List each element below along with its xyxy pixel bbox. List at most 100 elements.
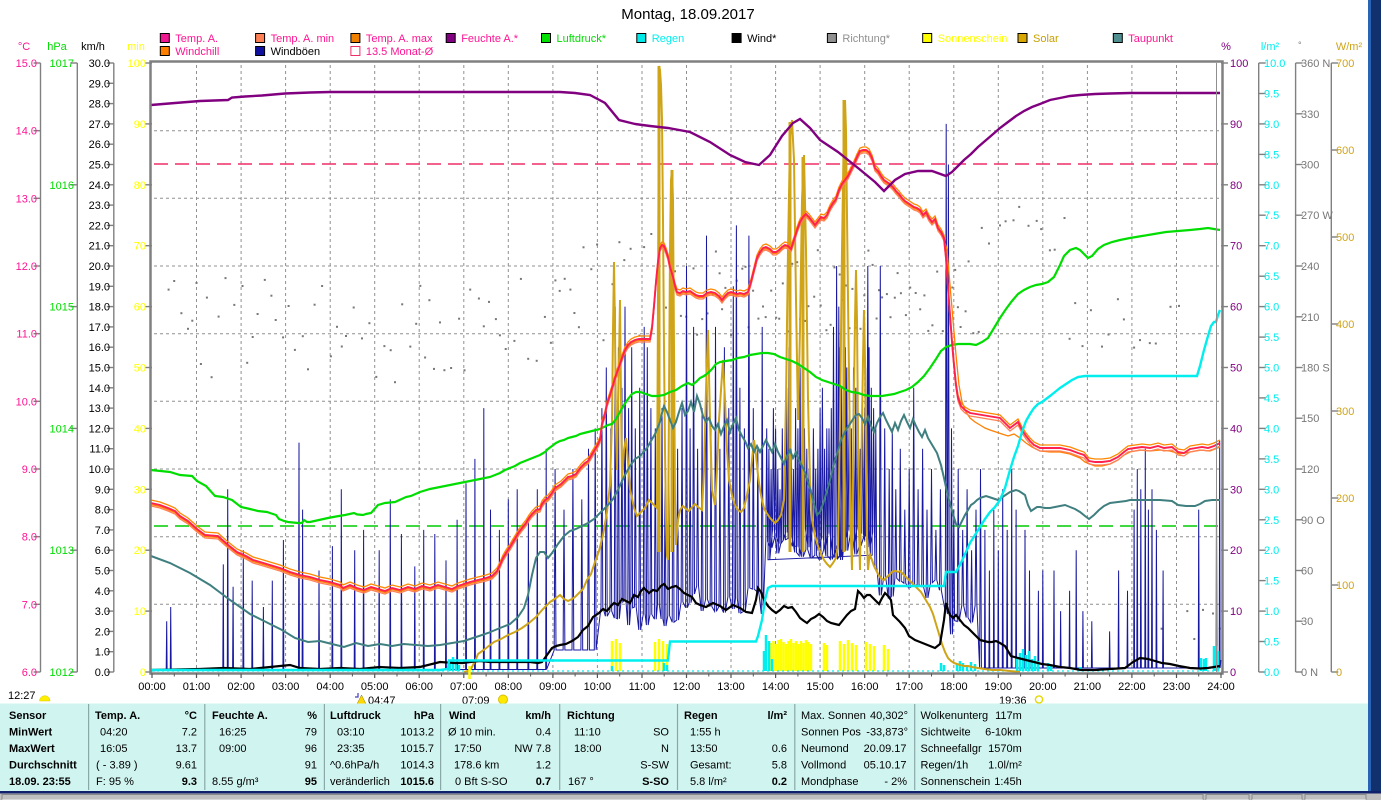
svg-text:60: 60 <box>1230 302 1242 314</box>
svg-text:Max. Sonnen: Max. Sonnen <box>801 710 866 722</box>
svg-text:0 Bft S-SO: 0 Bft S-SO <box>455 776 508 788</box>
svg-text:17:50: 17:50 <box>454 743 482 755</box>
svg-text:07:00: 07:00 <box>450 681 478 693</box>
svg-text:8.5: 8.5 <box>1264 149 1279 161</box>
svg-text:Sonnenschein: Sonnenschein <box>921 776 991 788</box>
svg-text:22.0: 22.0 <box>89 220 110 232</box>
svg-text:16:25: 16:25 <box>219 727 247 739</box>
svg-text:18.09. 23:55: 18.09. 23:55 <box>9 776 71 788</box>
svg-text:16:00: 16:00 <box>851 681 879 693</box>
svg-text:11:10: 11:10 <box>574 727 601 739</box>
svg-text:Ø 10 min.: Ø 10 min. <box>448 727 496 739</box>
svg-text:veränderlich: veränderlich <box>330 776 390 788</box>
svg-text:MaxWert: MaxWert <box>9 743 55 755</box>
svg-text:3.5: 3.5 <box>1264 454 1279 466</box>
svg-text:90 O: 90 O <box>1301 515 1325 527</box>
svg-text:min: min <box>127 41 145 53</box>
svg-text:90: 90 <box>134 119 146 131</box>
svg-text:l/m²: l/m² <box>767 710 787 722</box>
svg-text:80: 80 <box>134 180 146 192</box>
svg-text:5.5: 5.5 <box>1264 332 1279 344</box>
svg-text:11.0: 11.0 <box>16 329 37 341</box>
svg-text:NW 7.8: NW 7.8 <box>514 743 551 755</box>
svg-text:1.5: 1.5 <box>1264 576 1279 588</box>
svg-text:79: 79 <box>305 727 317 739</box>
svg-text:13.0: 13.0 <box>16 193 37 205</box>
svg-text:Regen: Regen <box>652 33 684 45</box>
svg-text:300: 300 <box>1336 406 1354 418</box>
svg-text:4.0: 4.0 <box>95 586 110 598</box>
svg-text:3.0: 3.0 <box>95 606 110 618</box>
svg-text:50: 50 <box>134 363 146 375</box>
svg-text:240: 240 <box>1301 261 1319 273</box>
svg-text:0: 0 <box>1230 667 1236 679</box>
svg-text:40: 40 <box>134 423 146 435</box>
svg-text:1.2: 1.2 <box>536 760 551 772</box>
svg-text:6.5: 6.5 <box>1264 271 1279 283</box>
svg-text:14:00: 14:00 <box>762 681 790 693</box>
svg-text:Temp. A. max: Temp. A. max <box>366 33 433 45</box>
svg-text:hPa: hPa <box>414 710 435 722</box>
svg-text:23:00: 23:00 <box>1163 681 1191 693</box>
svg-text:40,302°: 40,302° <box>870 710 908 722</box>
svg-text:20:00: 20:00 <box>1029 681 1057 693</box>
svg-text:1570m: 1570m <box>988 743 1022 755</box>
svg-text:Temp. A.: Temp. A. <box>95 710 140 722</box>
svg-text:N: N <box>661 743 669 755</box>
svg-text:0: 0 <box>140 667 146 679</box>
svg-text:22:00: 22:00 <box>1118 681 1146 693</box>
svg-text:180 S: 180 S <box>1301 363 1330 375</box>
svg-text:23.0: 23.0 <box>89 200 110 212</box>
svg-text:1014: 1014 <box>50 423 74 435</box>
svg-text:2.5: 2.5 <box>1264 515 1279 527</box>
svg-text:19:00: 19:00 <box>985 681 1013 693</box>
svg-text:16.0: 16.0 <box>89 342 110 354</box>
svg-text:-33,873°: -33,873° <box>866 727 908 739</box>
svg-text:9.61: 9.61 <box>176 760 197 772</box>
svg-text:6.0: 6.0 <box>95 545 110 557</box>
svg-text:0.6: 0.6 <box>772 743 787 755</box>
svg-text:6.0: 6.0 <box>1264 302 1279 314</box>
svg-text:08:00: 08:00 <box>495 681 523 693</box>
svg-text:15:00: 15:00 <box>806 681 834 693</box>
svg-text:26.0: 26.0 <box>89 139 110 151</box>
svg-text:Vollmond: Vollmond <box>801 760 846 772</box>
svg-text:03:10: 03:10 <box>337 727 365 739</box>
svg-text:9.0: 9.0 <box>95 484 110 496</box>
svg-text:7.5: 7.5 <box>1264 210 1279 222</box>
svg-text:21.0: 21.0 <box>89 241 110 253</box>
svg-text:29.0: 29.0 <box>89 78 110 90</box>
svg-text:9.3: 9.3 <box>182 776 197 788</box>
svg-text:100: 100 <box>1230 58 1248 70</box>
svg-text:90: 90 <box>1230 119 1242 131</box>
svg-text:S-SW: S-SW <box>640 760 669 772</box>
svg-text:1.0: 1.0 <box>95 647 110 659</box>
svg-text:SO: SO <box>653 727 669 739</box>
svg-text:7.2: 7.2 <box>182 727 197 739</box>
svg-text:0 N: 0 N <box>1301 667 1318 679</box>
svg-text:Neumond: Neumond <box>801 743 849 755</box>
svg-text:13.5 Monat-Ø: 13.5 Monat-Ø <box>366 46 434 58</box>
svg-text:0: 0 <box>1336 667 1342 679</box>
svg-text:12:27: 12:27 <box>8 690 36 702</box>
svg-text:27.0: 27.0 <box>89 119 110 131</box>
svg-text:5.0: 5.0 <box>1264 363 1279 375</box>
svg-text:1012: 1012 <box>50 667 74 679</box>
svg-text:km/h: km/h <box>81 41 105 53</box>
svg-text:7.0: 7.0 <box>22 599 37 611</box>
svg-text:Wolkenunterg: Wolkenunterg <box>921 710 989 722</box>
svg-text:700: 700 <box>1336 58 1354 70</box>
svg-text:19.0: 19.0 <box>89 281 110 293</box>
svg-text:Mondphase: Mondphase <box>801 776 859 788</box>
svg-text:300: 300 <box>1301 160 1319 172</box>
svg-text:9.0: 9.0 <box>1264 119 1279 131</box>
svg-text:Windchill: Windchill <box>175 46 219 58</box>
svg-text:70: 70 <box>134 241 146 253</box>
svg-text:Regen/1h: Regen/1h <box>921 760 969 772</box>
svg-text:Feuchte A.: Feuchte A. <box>212 710 268 722</box>
svg-text:40: 40 <box>1230 423 1242 435</box>
svg-text:100: 100 <box>1336 580 1354 592</box>
svg-text:91: 91 <box>305 760 317 772</box>
svg-text:°C: °C <box>185 710 197 722</box>
svg-text:5.0: 5.0 <box>95 566 110 578</box>
